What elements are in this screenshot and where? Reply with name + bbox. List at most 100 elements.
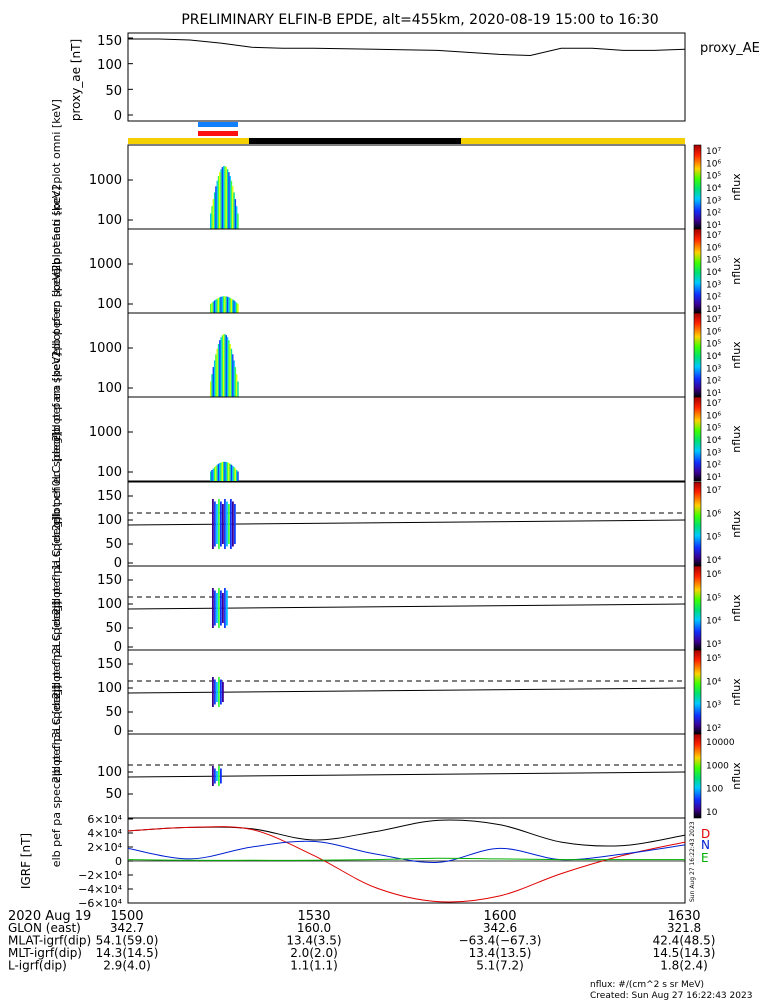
spec-panel-3: elb pef en spec2plot para [keV] 1000 100 nf… bbox=[50, 352, 743, 525]
pitch-angle-pixel bbox=[216, 504, 218, 544]
spectrogram-pixel bbox=[234, 301, 237, 313]
spectrogram-pixel bbox=[226, 169, 229, 229]
spectrogram-pixel bbox=[230, 348, 233, 397]
spec-panel-1: elb pef en spec2plot anti [keV] 1000 100 nf… bbox=[50, 186, 743, 355]
pitch-angle-pixel bbox=[216, 771, 218, 781]
spec-colorbar-tick: 10² bbox=[706, 293, 721, 303]
spectrogram-pixel bbox=[230, 464, 233, 481]
pa-panel-ytick: 100 bbox=[97, 681, 122, 696]
spectrogram-pixel bbox=[211, 206, 213, 229]
spec-panel-ylabel: elb pef en spec2plot perp [keV] bbox=[50, 268, 63, 441]
spec-colorbar-tick: 10⁴ bbox=[706, 436, 721, 446]
pa-panel-ytick: 100 bbox=[97, 513, 122, 528]
spectrogram-pixel bbox=[217, 463, 220, 481]
spec-colorbar-tick: 10⁷ bbox=[706, 399, 721, 409]
proxy-ae-ytick: 150 bbox=[97, 34, 122, 49]
ephemeris-value: 342.6 bbox=[483, 921, 517, 935]
spectrogram-pixel bbox=[221, 335, 224, 397]
spectrogram-pixel bbox=[232, 186, 234, 229]
pa-colorbar-tick: 10³ bbox=[706, 701, 721, 711]
spectrogram-pixel bbox=[229, 297, 231, 313]
igrf-ytick: 6×10⁴ bbox=[87, 813, 122, 826]
spectrogram-pixel bbox=[210, 303, 212, 313]
spectrogram-pixel bbox=[212, 199, 214, 229]
pitch-angle-pixel bbox=[212, 588, 214, 628]
spectrogram-pixel bbox=[229, 463, 231, 481]
spec-panel-frame bbox=[127, 396, 686, 482]
ephemeris-value: 14.3(14.5) bbox=[96, 946, 159, 960]
igrf-ytick: 2×10⁴ bbox=[87, 841, 122, 854]
pitch-angle-panels: elb pef pa spec2plot ch0LC [deg] 15010050… bbox=[50, 433, 743, 867]
ephemeris-value: 13.4(3.5) bbox=[286, 934, 341, 948]
spec-panel-ytick: 1000 bbox=[89, 257, 122, 272]
pa-panel-ytick: 100 bbox=[97, 765, 122, 780]
spectrogram-pixel bbox=[228, 340, 230, 397]
spectrogram-pixel bbox=[233, 467, 235, 481]
spectrogram-pixel bbox=[224, 334, 226, 397]
spec-colorbar-tick: 10¹ bbox=[706, 221, 721, 231]
spec-panel-2-colorbar bbox=[693, 312, 702, 398]
pitch-angle-pixel bbox=[224, 499, 226, 549]
spectrogram-pixel bbox=[230, 298, 233, 313]
spectrogram-pixel bbox=[225, 167, 227, 229]
spec-panel-0: elb pef en spec2plot omni [keV] 1000 100 nf… bbox=[50, 99, 743, 275]
spec-colorbar-tick: 10⁷ bbox=[706, 231, 721, 241]
pa-panel-3: elb pef pa spec2plot ch3LC [deg] 10050nfl… bbox=[50, 685, 743, 867]
spectrogram-pixel bbox=[233, 300, 235, 313]
loss-cone-solid-line bbox=[127, 519, 686, 526]
ephemeris-value: 14.5(14.3) bbox=[653, 946, 716, 960]
pa-panel-1-colorbar bbox=[693, 565, 702, 651]
pa-panel-ylabel: elb pef pa spec2plot ch2LC [deg] bbox=[50, 601, 63, 783]
spectrogram-pixel bbox=[232, 299, 234, 313]
plot-title: PRELIMINARY ELFIN-B EPDE, alt=455km, 202… bbox=[181, 12, 658, 28]
spectrogram-pixel bbox=[236, 206, 238, 229]
spectrogram-pixel bbox=[217, 297, 220, 313]
pa-panel-ylabel: elb pef pa spec2plot ch0LC [deg] bbox=[50, 433, 63, 615]
spec-panel-ytick: 100 bbox=[97, 381, 122, 396]
pa-panel-0: elb pef pa spec2plot ch0LC [deg] 150 100 50… bbox=[50, 433, 743, 615]
pitch-angle-pixel bbox=[220, 590, 222, 626]
spec-colorbar-tick: 10⁶ bbox=[706, 159, 721, 169]
igrf-side-timestamp: Sun Aug 27 16:22:43 2023 bbox=[689, 821, 696, 902]
pa-panel-ytick: 0 bbox=[114, 724, 122, 739]
pitch-angle-pixel bbox=[220, 768, 222, 784]
pa-panel-0-colorbar bbox=[693, 481, 702, 567]
spectrogram-pixel bbox=[221, 296, 224, 313]
ephemeris-value: 13.4(13.5) bbox=[469, 946, 532, 960]
spec-colorbar-tick: 10⁴ bbox=[706, 184, 721, 194]
pa-colorbar-tick: 10⁵ bbox=[706, 533, 721, 543]
spec-colorbar-tick: 10¹ bbox=[706, 305, 721, 315]
spec-panel-ytick: 1000 bbox=[89, 173, 122, 188]
spec-panel-frame bbox=[127, 228, 686, 314]
loss-cone-solid-line bbox=[127, 603, 686, 610]
spectrogram-pixel bbox=[215, 465, 217, 481]
ephemeris-label: MLAT-igrf(dip) bbox=[8, 934, 91, 948]
igrf-legend-n: N bbox=[701, 838, 710, 852]
spectrogram-pixel bbox=[228, 297, 230, 313]
spectrogram-pixel bbox=[223, 296, 225, 313]
footer-units: nflux: #/(cm^2 s sr MeV) bbox=[590, 980, 704, 990]
spectrogram-pixel bbox=[220, 337, 222, 397]
spectrogram-pixel bbox=[236, 374, 238, 397]
pa-colorbar-tick: 10² bbox=[706, 724, 721, 734]
pitch-angle-pixel bbox=[232, 501, 234, 547]
spectrogram-pixel bbox=[217, 176, 220, 229]
spectrogram-pixel bbox=[219, 297, 221, 313]
pa-colorbar-tick: 10⁵ bbox=[706, 654, 721, 664]
proxy-ae-legend: proxy_AE bbox=[700, 41, 760, 56]
pa-colorbar-tick: 10⁵ bbox=[706, 593, 721, 603]
spec-panel-3-colorbar bbox=[693, 396, 702, 482]
spec-colorbar-tick: 10³ bbox=[706, 448, 721, 458]
pa-colorbar-tick: 10⁴ bbox=[706, 556, 721, 566]
pa-colorbar-label: nflux bbox=[730, 594, 743, 622]
spectrogram-pixel bbox=[226, 462, 229, 481]
spectrogram-pixel bbox=[213, 300, 216, 313]
igrf-ylabel: IGRF [nT] bbox=[19, 833, 33, 889]
spec-colorbar-tick: 10⁴ bbox=[706, 268, 721, 278]
spectrogram-pixel bbox=[215, 354, 217, 397]
spectrogram-pixel bbox=[212, 301, 214, 313]
spec-colorbar-label: nflux bbox=[730, 173, 743, 201]
spec-colorbar-label: nflux bbox=[730, 425, 743, 453]
pitch-angle-pixel bbox=[222, 593, 224, 623]
spectrogram-pixel bbox=[228, 172, 230, 229]
